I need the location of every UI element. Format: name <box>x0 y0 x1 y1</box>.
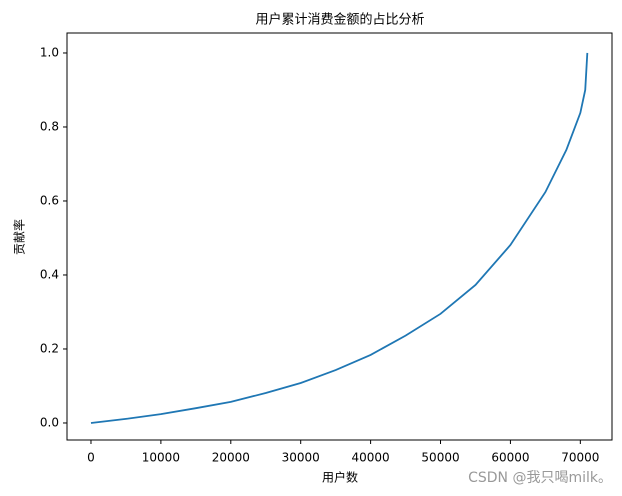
x-tick-label: 10000 <box>142 451 180 465</box>
chart-title: 用户累计消费金额的占比分析 <box>255 12 424 28</box>
y-tick-label: 0.0 <box>40 415 59 429</box>
y-axis-label: 贡献率 <box>12 219 27 255</box>
x-axis-label: 用户数 <box>322 470 358 485</box>
x-tick-label: 20000 <box>212 451 250 465</box>
x-tick-label: 60000 <box>491 451 529 465</box>
x-tick-label: 40000 <box>352 451 390 465</box>
y-tick-label: 0.2 <box>40 341 59 355</box>
data-line <box>90 52 589 424</box>
y-tick-label: 0.8 <box>40 119 59 133</box>
x-tick-label: 70000 <box>561 451 599 465</box>
x-tick-label: 0 <box>87 451 95 465</box>
watermark: CSDN @我只喝milk。 <box>468 470 612 486</box>
y-tick-label: 0.6 <box>40 193 59 207</box>
y-tick-label: 1.0 <box>40 45 59 59</box>
x-tick-label: 30000 <box>282 451 320 465</box>
x-tick-label: 50000 <box>421 451 459 465</box>
plot-frame <box>66 32 613 441</box>
y-tick-label: 0.4 <box>40 267 59 281</box>
